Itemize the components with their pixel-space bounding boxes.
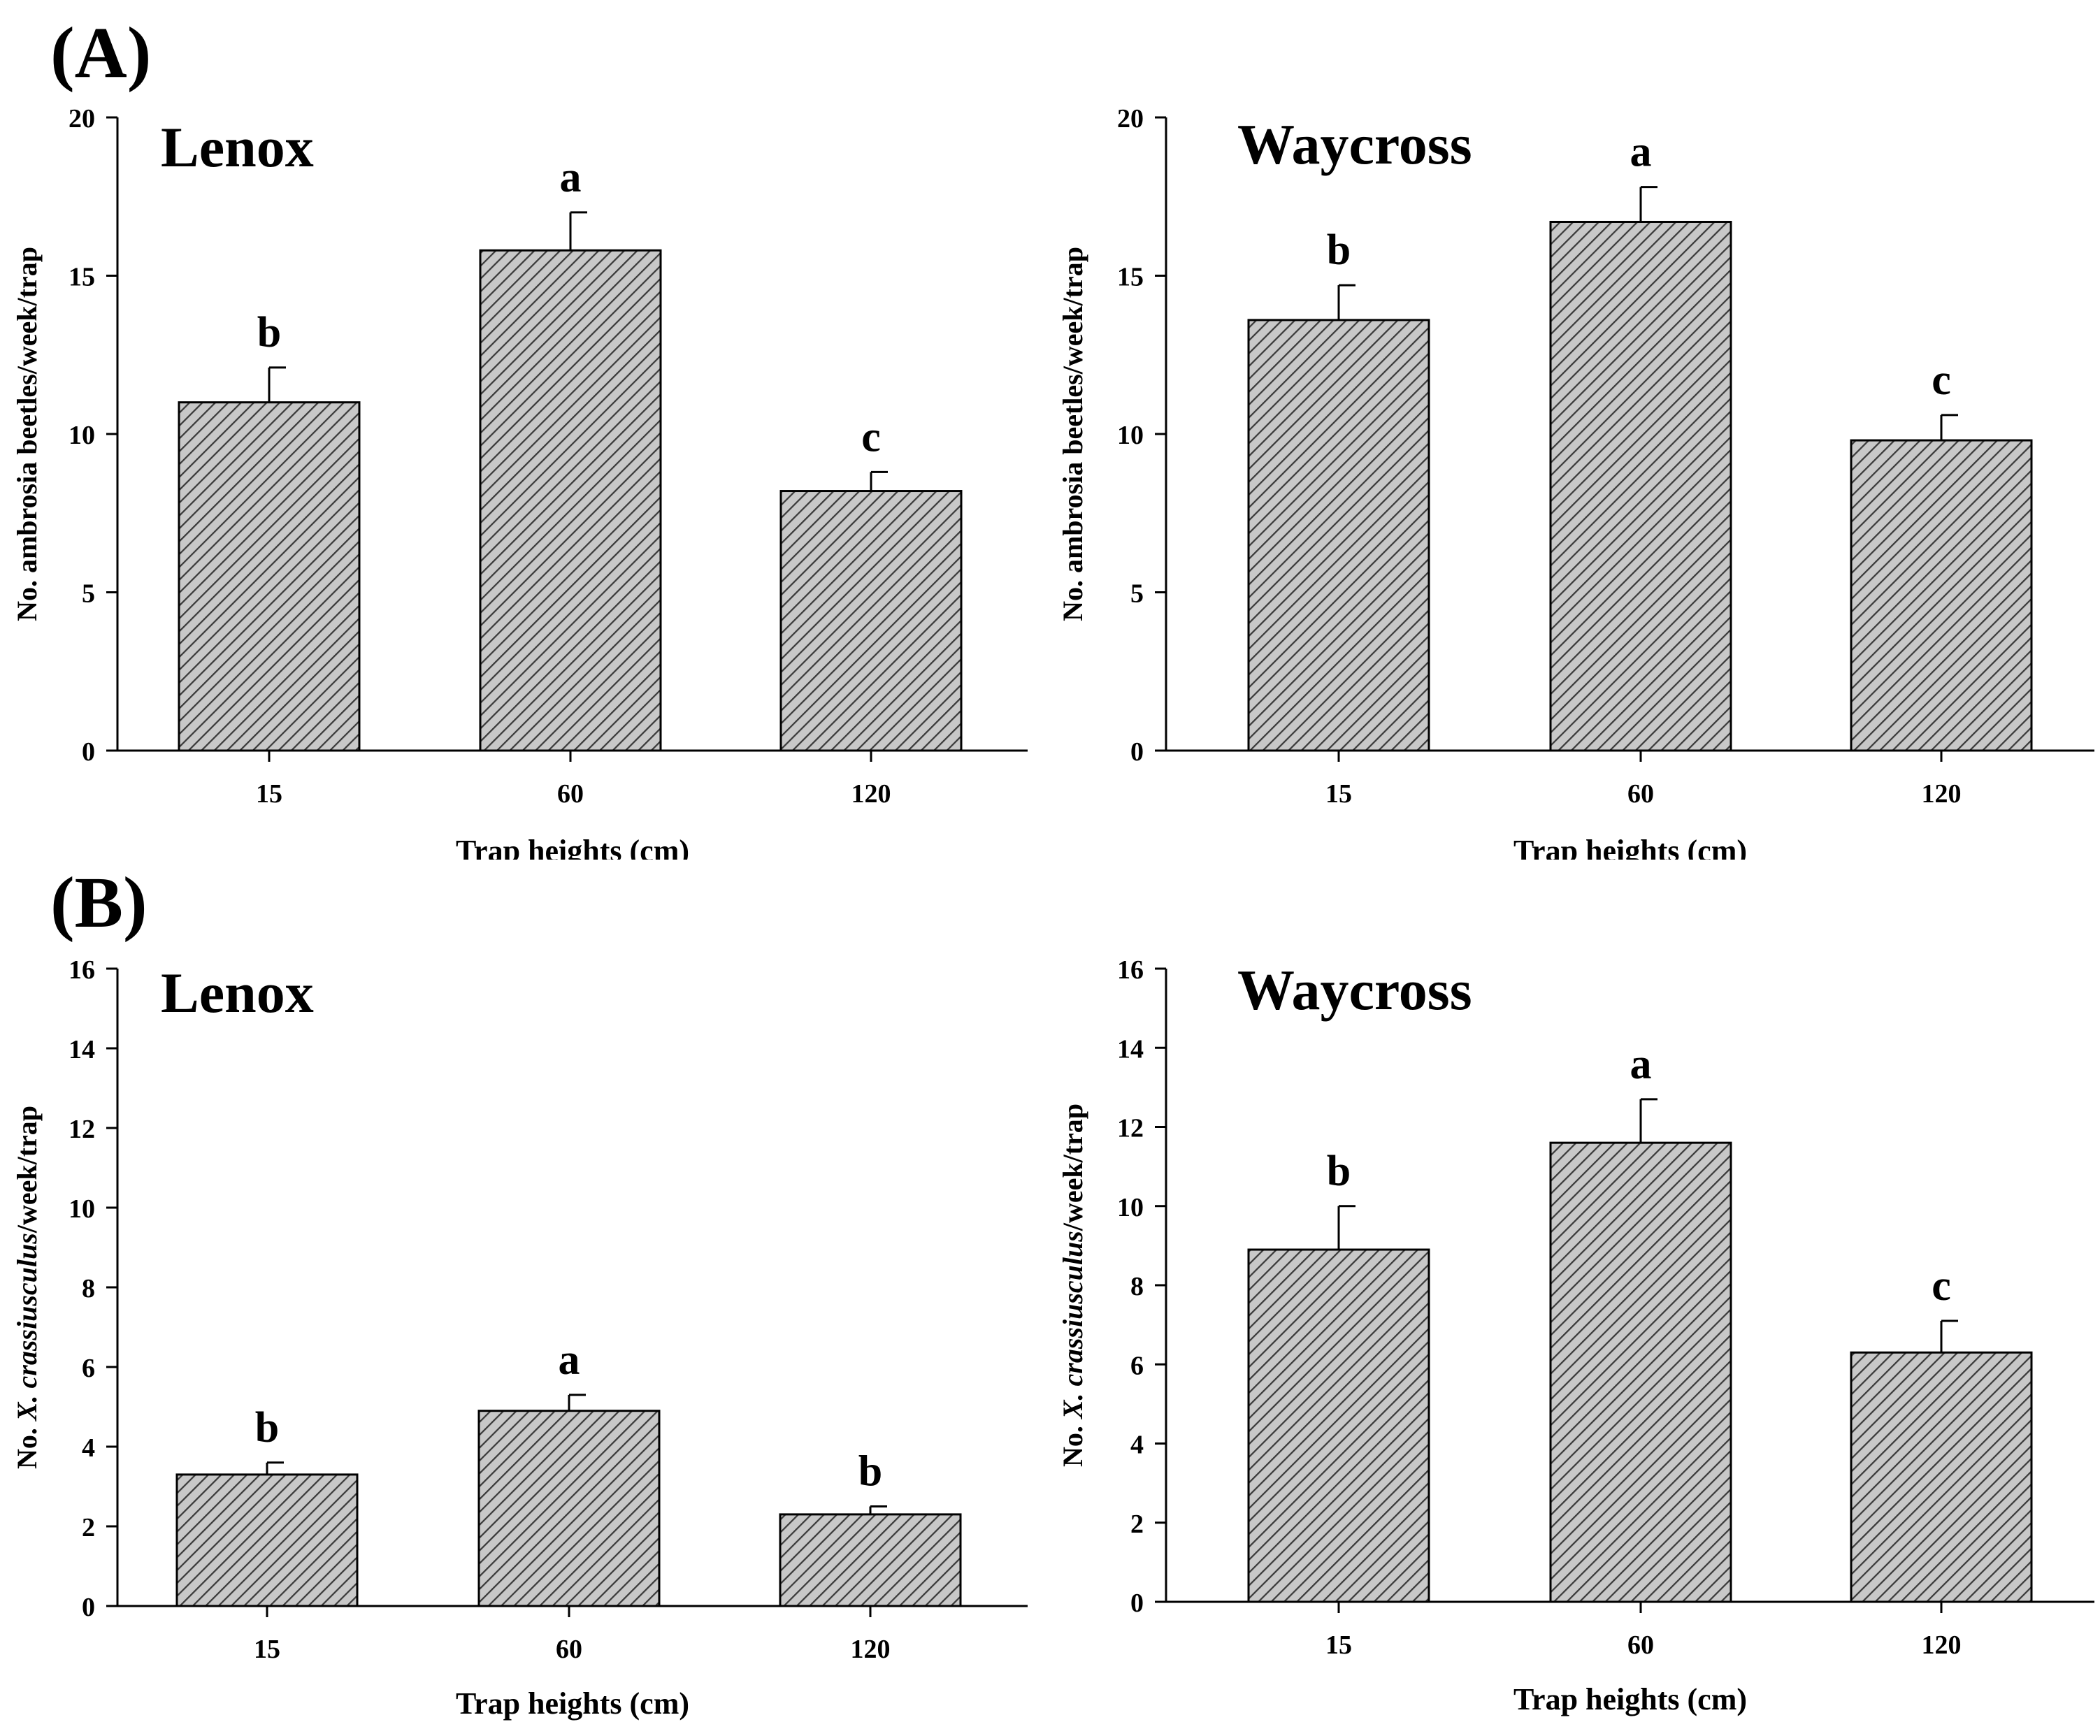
- y-tick-label: 15: [1117, 263, 1144, 292]
- significance-letter: b: [1327, 1148, 1351, 1195]
- bar-120: [1850, 1351, 2033, 1603]
- x-axis-title: Trap heights (cm): [456, 834, 689, 860]
- y-tick-label: 15: [69, 263, 95, 292]
- bar-120: [1850, 439, 2033, 752]
- y-tick-label: 2: [82, 1513, 95, 1542]
- x-tick-label: 15: [256, 779, 282, 809]
- y-tick-label: 12: [69, 1115, 95, 1144]
- y-axis-title-suffix: /week/trap: [1057, 1104, 1088, 1231]
- y-tick-label: 4: [82, 1433, 95, 1463]
- x-tick-label: 120: [851, 1635, 891, 1664]
- y-axis-title-prefix: No.: [11, 1421, 43, 1469]
- x-tick-label: 120: [1922, 779, 1962, 809]
- y-tick-label: 20: [69, 104, 95, 133]
- bar-60: [1549, 1141, 1732, 1603]
- chart-waycross-crassiusculus: b a c 0 2 4 6 8 10 12 14 16 15 60 120 Trap heights (cm)…: [1057, 955, 2094, 1716]
- y-tick-label: 8: [82, 1274, 95, 1303]
- bar-60: [1549, 220, 1732, 752]
- y-tick-label: 0: [82, 737, 95, 767]
- y-tick-label: 10: [1117, 1193, 1144, 1222]
- y-tick-label: 16: [69, 955, 95, 985]
- significance-letter: b: [858, 1448, 882, 1496]
- y-tick-label: 0: [1130, 737, 1144, 767]
- y-tick-label: 6: [1130, 1351, 1144, 1380]
- significance-letter: a: [559, 1336, 580, 1384]
- chart-lenox-crassiusculus: b a b 0 2 4 6 8 10 12 14 16 15 60 120 Trap heights (cm)…: [11, 955, 1028, 1721]
- significance-letter: c: [1932, 356, 1951, 404]
- y-axis-title-prefix: No.: [1057, 1419, 1088, 1467]
- significance-letter: a: [560, 154, 582, 201]
- bar-120: [779, 1513, 962, 1607]
- x-tick-label: 120: [851, 779, 891, 809]
- y-tick-label: 16: [1117, 955, 1144, 985]
- y-axis-title: No. ambrosia beetles/week/trap: [11, 247, 43, 621]
- chart-title: Waycross: [1237, 113, 1472, 176]
- x-tick-label: 15: [1325, 779, 1352, 809]
- bar-120: [779, 490, 963, 752]
- y-tick-label: 20: [1117, 104, 1144, 133]
- y-tick-label: 5: [1130, 579, 1144, 609]
- y-tick-label: 10: [69, 421, 95, 450]
- bar-15: [1247, 319, 1430, 752]
- y-tick-label: 8: [1130, 1272, 1144, 1301]
- bar-60: [479, 249, 662, 752]
- bar-15: [1247, 1248, 1430, 1603]
- x-tick-label: 60: [1627, 779, 1654, 809]
- y-tick-label: 14: [1117, 1034, 1144, 1064]
- significance-letter: c: [1932, 1262, 1951, 1310]
- chart-waycross-ambrosia: b a c 0 5 10 15 20 15 60 120 Trap heights (cm) No. a…: [1057, 104, 2094, 860]
- y-axis-title: No. X. crassiusculus/week/trap: [1057, 1104, 1088, 1467]
- x-tick-label: 15: [254, 1635, 280, 1664]
- y-axis-title-species: X. crassiusculus: [1057, 1231, 1088, 1420]
- chart-title: Lenox: [161, 961, 314, 1025]
- y-axis-title-suffix: /week/trap: [11, 1106, 43, 1234]
- y-tick-label: 4: [1130, 1431, 1144, 1460]
- y-axis-title: No. X. crassiusculus/week/trap: [11, 1106, 43, 1469]
- bar-60: [477, 1410, 661, 1607]
- chart-lenox-ambrosia: b a c 0 5 10 15 20 15 60 120 Trap heights (cm) No. a…: [11, 104, 1028, 860]
- x-axis-title: Trap heights (cm): [456, 1686, 689, 1721]
- chart-title: Lenox: [161, 115, 314, 179]
- significance-letter: b: [257, 309, 281, 356]
- chart-title: Waycross: [1237, 958, 1472, 1022]
- y-tick-label: 0: [1130, 1589, 1144, 1618]
- y-tick-label: 2: [1130, 1510, 1144, 1539]
- x-tick-label: 15: [1325, 1630, 1352, 1660]
- y-axis-title-species: X. crassiusculus: [11, 1233, 43, 1422]
- y-tick-label: 5: [82, 579, 95, 609]
- y-tick-label: 12: [1117, 1114, 1144, 1143]
- significance-letter: a: [1630, 1041, 1652, 1088]
- panel-b-label: (B): [50, 862, 148, 943]
- x-tick-label: 120: [1922, 1630, 1962, 1660]
- y-tick-label: 10: [1117, 421, 1144, 450]
- y-tick-label: 14: [69, 1035, 95, 1064]
- significance-letter: a: [1630, 129, 1652, 176]
- x-axis-title: Trap heights (cm): [1513, 834, 1747, 860]
- y-tick-label: 0: [82, 1593, 95, 1622]
- x-tick-label: 60: [557, 779, 584, 809]
- x-axis-title: Trap heights (cm): [1513, 1682, 1747, 1716]
- panel-a-label: (A): [50, 13, 152, 93]
- x-tick-label: 60: [1627, 1630, 1654, 1660]
- significance-letter: b: [1327, 226, 1351, 274]
- bar-15: [175, 1473, 359, 1607]
- significance-letter: b: [255, 1404, 279, 1452]
- bar-15: [178, 401, 361, 752]
- significance-letter: c: [861, 413, 881, 461]
- y-tick-label: 6: [82, 1354, 95, 1383]
- y-tick-label: 10: [69, 1194, 95, 1224]
- y-axis-title: No. ambrosia beetles/week/trap: [1057, 247, 1088, 621]
- x-tick-label: 60: [556, 1635, 582, 1664]
